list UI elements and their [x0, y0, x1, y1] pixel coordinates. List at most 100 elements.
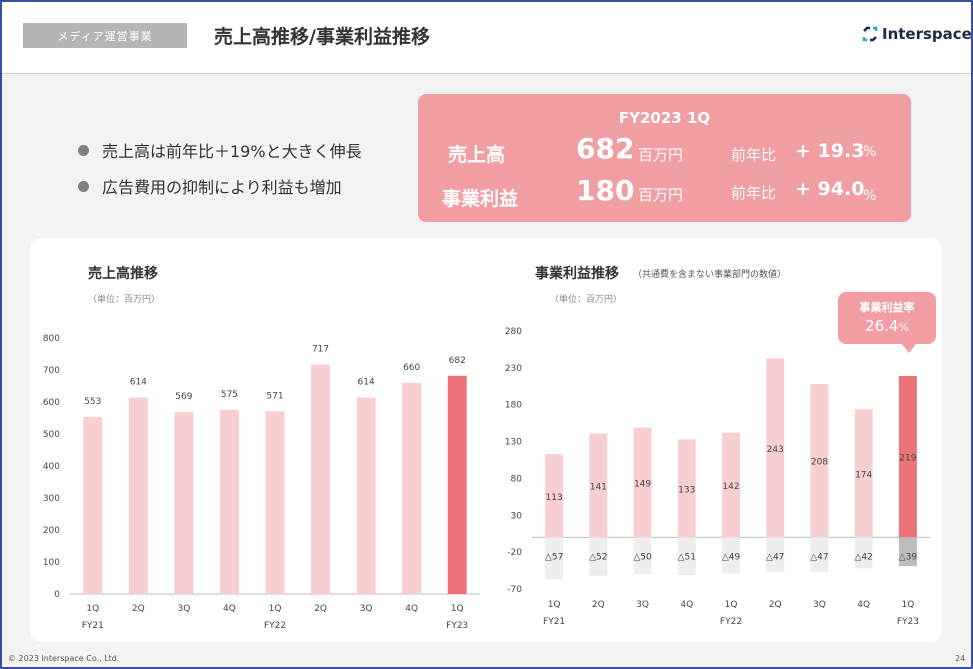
page-title: 売上高推移/事業利益推移: [214, 26, 430, 48]
y-tick-label: 500: [43, 430, 60, 440]
bar: [265, 411, 285, 594]
cost-bar: [589, 537, 608, 576]
profit-chart-title: 事業利益推移: [535, 266, 619, 282]
bar-value-label: 174: [855, 470, 872, 480]
x-tick-label: 4Q: [405, 604, 418, 614]
x-tick-label: 4Q: [680, 600, 693, 610]
x-tick-label: 3Q: [636, 600, 649, 610]
profit-bar: [545, 454, 564, 538]
cost-bar: [545, 537, 564, 580]
profit-bar: [898, 375, 917, 538]
bar-value-label: 569: [175, 392, 192, 402]
y-tick-label: 130: [505, 438, 522, 448]
bar-value-label: 614: [130, 378, 147, 388]
x-tick-label: 2Q: [769, 600, 782, 610]
y-tick-label: 300: [43, 494, 60, 504]
sales-chart-title: 売上高推移: [88, 266, 158, 282]
negative-value-label: △47: [810, 552, 828, 562]
profit-bar: [854, 409, 873, 538]
bullet-text: 広告費用の抑制により利益も増加: [102, 178, 342, 197]
x-tick-label: 3Q: [813, 600, 826, 610]
kpi-profit-yoy-unit: %: [863, 188, 877, 204]
sales-chart-unit: （単位：百万円）: [88, 295, 161, 305]
y-tick-label: 230: [505, 364, 522, 374]
interspace-logo-icon: [862, 26, 878, 42]
profit-margin-value: 26.4%: [838, 317, 936, 335]
x-tick-label: 1Q: [451, 604, 464, 614]
bar: [311, 364, 331, 594]
negative-value-label: △51: [678, 552, 696, 562]
header-bar: メディア運営事業 売上高推移/事業利益推移 Interspace: [2, 2, 972, 74]
fiscal-year-label: FY23: [897, 617, 919, 627]
profit-margin-unit: %: [898, 321, 909, 334]
section-tag: メディア運営事業: [23, 23, 187, 48]
profit-bar: [810, 384, 829, 538]
kpi-profit-yoy-value: + 94.0: [795, 178, 865, 200]
bar-value-label: 571: [266, 391, 283, 401]
negative-value-label: △42: [854, 552, 872, 562]
bar-value-label: 614: [358, 378, 375, 388]
cost-bar: [898, 537, 917, 567]
logo-text: Interspace: [882, 25, 972, 43]
x-tick-label: 2Q: [314, 604, 327, 614]
kpi-sales-yoy-label: 前年比: [731, 146, 777, 164]
bar-value-label: 243: [767, 445, 784, 455]
brand-logo: Interspace: [862, 25, 972, 43]
bar-value-label: 149: [634, 479, 651, 489]
bar: [402, 382, 422, 594]
y-tick-label: 180: [505, 401, 522, 411]
x-tick-label: 1Q: [548, 600, 561, 610]
x-tick-label: 3Q: [177, 604, 190, 614]
bar-value-label: 142: [722, 482, 739, 492]
bullet-dot-icon: [78, 180, 89, 192]
bullet-item: 広告費用の抑制により利益も増加: [78, 174, 362, 198]
profit-bar: [633, 427, 652, 538]
cost-bar: [766, 537, 785, 573]
y-tick-label: 400: [43, 462, 60, 472]
fiscal-year-label: FY23: [446, 621, 468, 631]
bar-value-label: 113: [546, 493, 563, 503]
negative-value-label: △49: [722, 552, 741, 562]
summary-bullets: 売上高は前年比＋19%と大きく伸長 広告費用の抑制により利益も増加: [78, 138, 362, 210]
y-tick-label: 800: [43, 334, 60, 344]
y-tick-label: 30: [511, 511, 523, 521]
bar: [83, 417, 103, 594]
x-tick-label: 1Q: [901, 600, 914, 610]
bullet-item: 売上高は前年比＋19%と大きく伸長: [78, 138, 362, 162]
kpi-profit-unit: 百万円: [638, 186, 684, 204]
y-tick-label: -70: [507, 585, 522, 595]
x-tick-label: 2Q: [132, 604, 145, 614]
profit-chart-subtitle: （共通費を含まない事業部門の数値）: [633, 270, 787, 280]
profit-bar: [766, 358, 785, 538]
y-tick-label: 700: [43, 366, 60, 376]
fiscal-year-label: FY21: [82, 621, 104, 631]
bar: [128, 397, 148, 594]
profit-bar: [589, 433, 608, 538]
bar-value-label: 682: [449, 356, 466, 366]
negative-value-label: △47: [766, 552, 784, 562]
bar: [447, 375, 467, 594]
bar: [174, 411, 194, 594]
y-tick-label: 80: [511, 474, 523, 484]
x-tick-label: 3Q: [360, 604, 373, 614]
bar: [219, 410, 239, 594]
fiscal-year-label: FY22: [720, 617, 742, 627]
profit-chart-unit: （単位：百万円）: [550, 295, 623, 305]
bar-value-label: 660: [403, 363, 420, 373]
negative-value-label: △52: [589, 552, 607, 562]
bullet-text: 売上高は前年比＋19%と大きく伸長: [102, 142, 362, 161]
x-tick-label: 1Q: [725, 600, 738, 610]
x-tick-label: 1Q: [269, 604, 282, 614]
y-tick-label: 100: [43, 558, 60, 568]
x-tick-label: 4Q: [857, 600, 870, 610]
bar-value-label: 141: [590, 482, 607, 492]
profit-margin-number: 26.4: [865, 317, 899, 335]
bullet-dot-icon: [78, 144, 89, 156]
copyright: © 2023 Interspace Co., Ltd.: [8, 654, 120, 663]
cost-bar: [722, 537, 740, 574]
page-number: 24: [955, 654, 966, 663]
bar-value-label: 219: [899, 454, 916, 464]
kpi-profit-label: 事業利益: [442, 188, 519, 210]
kpi-sales-label: 売上高: [448, 144, 506, 166]
cost-bar: [633, 537, 652, 575]
